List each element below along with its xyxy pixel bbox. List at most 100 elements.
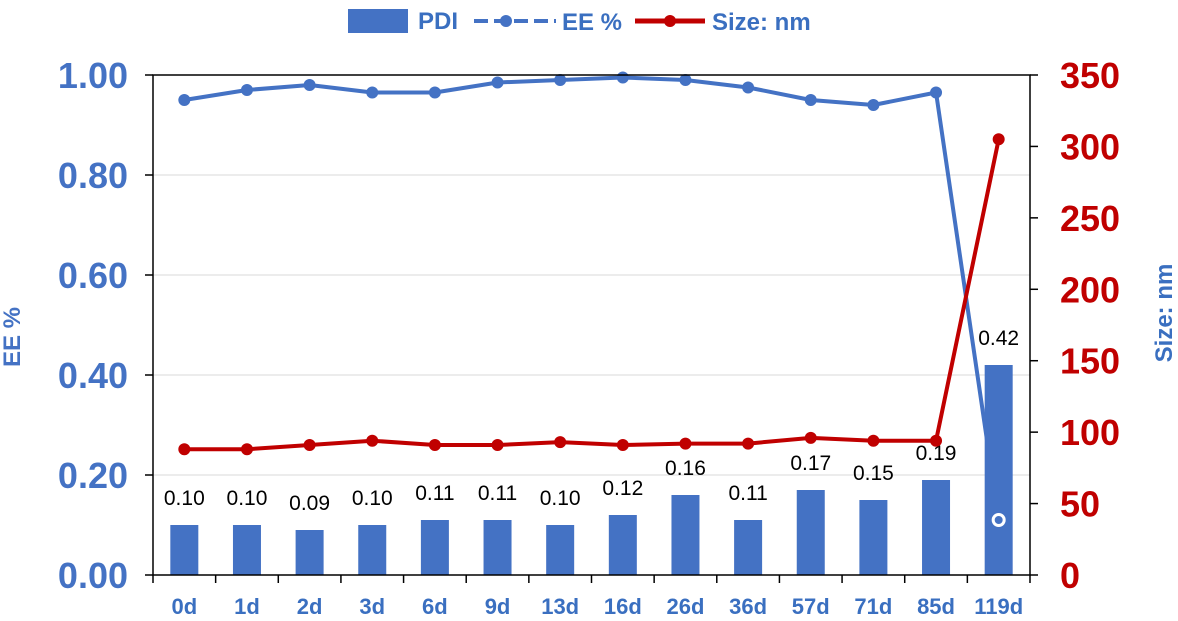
x-tick-label: 6d [422,594,448,619]
legend-swatch-pdi [348,9,408,33]
ee-point [554,74,567,86]
pdi-bar [796,490,825,575]
size-point [303,439,316,451]
pdi-bars [170,365,1013,575]
pdi-bar [483,520,512,575]
size-point [742,437,755,450]
ee-point [804,94,817,106]
legend: PDI EE % Size: nm [348,8,811,36]
gridlines [153,174,1030,476]
pdi-bar [734,520,763,575]
right-tick-label: 0 [1060,555,1080,596]
size-point [554,436,567,449]
pdi-data-label: 0.10 [352,487,393,510]
size-point [679,437,692,450]
pdi-data-label: 0.10 [164,487,205,510]
x-tick-label: 119d [974,594,1023,619]
size-point [992,133,1005,146]
x-tick-label: 71d [854,594,892,619]
pdi-bar [608,515,637,575]
ee-point [491,76,504,89]
left-tick-label: 0.20 [58,455,128,496]
left-tick-label: 0.80 [58,155,128,196]
legend-label-size: Size: nm [712,9,811,36]
right-tick-label: 100 [1060,412,1120,453]
pdi-data-label: 0.42 [978,327,1019,350]
x-tick-label: 2d [297,594,323,619]
left-tick-label: 0.40 [58,355,128,396]
size-point [491,439,504,451]
pdi-data-label: 0.12 [602,477,643,500]
right-axis-title: Size: nm [1151,264,1178,363]
right-tick-label: 300 [1060,126,1120,167]
right-tick-label: 150 [1060,341,1120,382]
ee-point [867,99,880,111]
pdi-data-label: 0.15 [853,462,894,485]
plot-frame [152,74,1031,576]
size-line [184,138,1001,452]
pdi-bar [546,525,575,575]
pdi-data-label: 0.16 [665,457,706,480]
pdi-bar [984,365,1013,575]
size-point [428,439,441,451]
pdi-bar [295,530,324,575]
size-point [178,443,191,456]
size-point [366,434,379,447]
pdi-data-label: 0.11 [478,482,517,505]
x-tick-label: 16d [604,594,642,619]
legend-marker-ee [500,15,512,27]
left-axis-title: EE % [0,307,26,367]
size-point [930,434,943,447]
size-point [240,443,253,456]
x-tick-label: 3d [359,594,385,619]
left-tick-label: 0.00 [58,555,128,596]
pdi-data-label: 0.09 [289,492,330,515]
axes: 0.00 0.20 0.40 0.60 0.80 1.00 0 50 100 150 200 250 3… [0,55,1178,619]
ee-point [303,79,316,91]
pdi-bar [922,480,951,575]
ee-point [178,94,191,106]
x-tick-label: 0d [171,594,197,619]
pdi-bar [358,525,387,575]
ee-point [679,74,692,86]
size-point [804,431,817,444]
legend-marker-size [664,15,676,27]
ee-point-last-ring [992,514,1005,526]
ee-point [742,81,755,94]
right-tick-label: 250 [1060,198,1120,239]
ee-point [930,86,943,99]
size-point [616,439,629,451]
pdi-bar [232,525,261,575]
ee-point [616,71,629,84]
ee-point [366,86,379,99]
legend-label-pdi: PDI [418,8,458,35]
pdi-bar [859,500,888,575]
pdi-bar [420,520,449,575]
pdi-data-label: 0.11 [415,482,454,505]
x-tick-label: 85d [917,594,955,619]
x-tick-label: 13d [541,594,579,619]
x-tick-label: 9d [485,594,511,619]
left-tick-label: 1.00 [58,55,128,96]
left-tick-label: 0.60 [58,255,128,296]
ee-point [240,84,253,96]
pdi-data-label: 0.10 [227,487,268,510]
right-tick-label: 350 [1060,55,1120,96]
pdi-data-label: 0.19 [916,442,957,465]
series-lines [178,71,1006,527]
pdi-bar [671,495,700,575]
x-tick-label: 57d [792,594,830,619]
right-tick-label: 50 [1060,484,1100,525]
pdi-bar-labels: 0.10 0.10 0.09 0.10 0.11 0.11 0.10 0.12 0.16 0.11… [164,327,1019,515]
x-tick-label: 26d [667,594,705,619]
pdi-bar [170,525,199,575]
x-tick-label: 1d [234,594,260,619]
pdi-data-label: 0.10 [540,487,581,510]
ee-line [184,75,1001,521]
ee-point [428,86,441,99]
size-point [867,434,880,447]
right-tick-label: 200 [1060,269,1120,310]
legend-label-ee: EE % [562,9,622,36]
pdi-data-label: 0.17 [790,452,831,475]
